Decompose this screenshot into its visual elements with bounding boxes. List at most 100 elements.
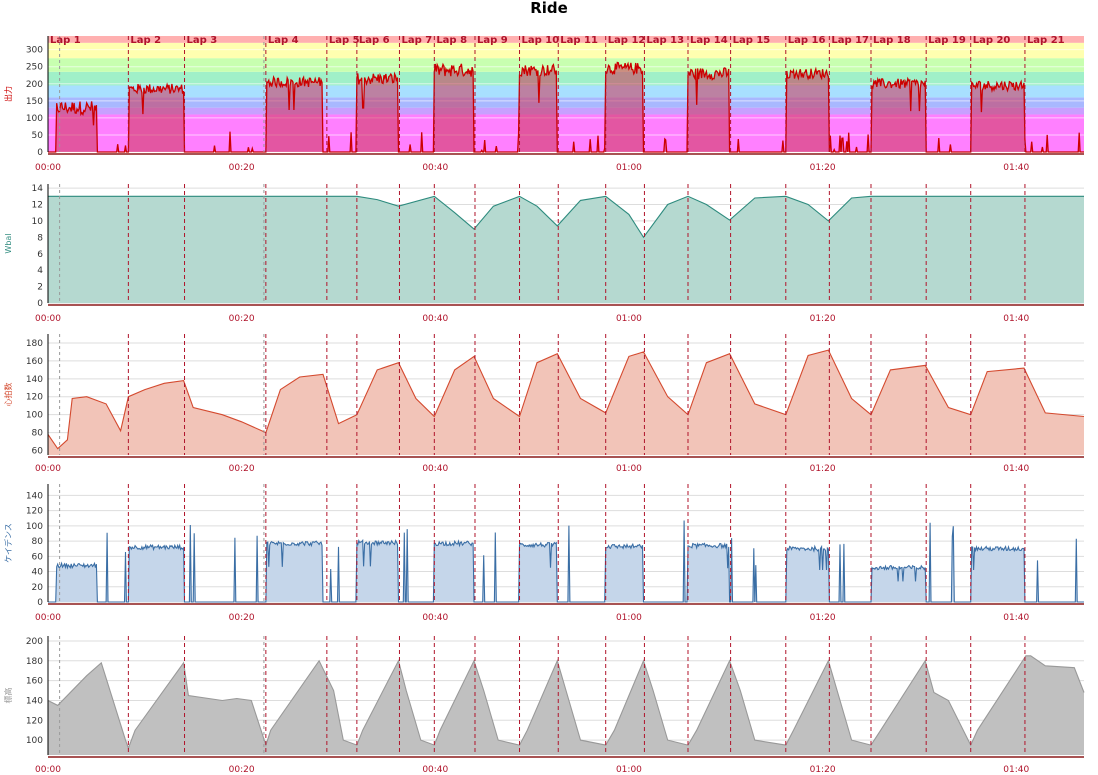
y-axis-label: ケイデンス <box>3 523 13 563</box>
x-tick-label: 00:40 <box>422 613 448 623</box>
chart-title: Ride <box>530 0 568 17</box>
y-tick-label: 180 <box>26 657 43 667</box>
zone-band-6 <box>48 58 1084 72</box>
series-area <box>48 62 1084 152</box>
y-tick-label: 100 <box>26 114 43 124</box>
y-tick-label: 80 <box>32 537 44 547</box>
x-tick-label: 00:00 <box>35 613 61 623</box>
series-line <box>48 61 1084 153</box>
x-tick-label: 01:00 <box>616 765 642 775</box>
y-tick-label: 100 <box>26 411 43 421</box>
y-tick-label: 150 <box>26 97 43 107</box>
x-tick-label: 00:20 <box>229 613 255 623</box>
y-tick-label: 100 <box>26 736 43 746</box>
y-tick-label: 120 <box>26 393 43 403</box>
y-tick-label: 60 <box>32 447 44 457</box>
y-tick-label: 0 <box>37 299 43 309</box>
lap-label: Lap 11 <box>560 35 598 46</box>
lap-label: Lap 7 <box>401 35 432 46</box>
x-tick-label: 01:20 <box>810 163 836 173</box>
x-tick-label: 00:20 <box>229 765 255 775</box>
y-tick-label: 8 <box>37 233 43 243</box>
lap-label: Lap 6 <box>359 35 390 46</box>
lap-label: Lap 13 <box>646 35 684 46</box>
panel-1: 0 50 100 150 200 250 300 出力 00:00 00:20 00:40 01:00… <box>3 35 1084 173</box>
zone-band-7 <box>48 42 1084 59</box>
y-tick-label: 12 <box>32 201 43 211</box>
x-tick-label: 00:40 <box>422 163 448 173</box>
zone-band-4 <box>48 85 1084 98</box>
x-tick-label: 01:40 <box>1003 613 1029 623</box>
lap-label: Lap 1 <box>50 35 81 46</box>
lap-label: Lap 4 <box>268 35 299 46</box>
zone-band-2 <box>48 107 1084 115</box>
x-tick-label: 01:20 <box>810 464 836 474</box>
zone-band-3 <box>48 97 1084 108</box>
x-tick-label: 01:20 <box>810 613 836 623</box>
y-tick-label: 160 <box>26 677 43 687</box>
lap-label: Lap 14 <box>690 35 728 46</box>
panel-3: 60 80 100 120 140 160 180 心拍数 00:00 00:20 00:40 01:… <box>3 334 1085 474</box>
lap-label: Lap 18 <box>873 35 911 46</box>
y-tick-label: 140 <box>26 696 43 706</box>
y-tick-label: 300 <box>26 46 43 56</box>
x-tick-label: 00:00 <box>35 314 61 324</box>
y-axis-label: 標高 <box>3 688 13 704</box>
y-tick-label: 0 <box>37 148 43 158</box>
lap-label: Lap 17 <box>831 35 869 46</box>
y-tick-label: 20 <box>32 583 44 593</box>
x-tick-label: 00:20 <box>229 464 255 474</box>
series-area <box>48 196 1084 303</box>
x-tick-label: 01:00 <box>616 464 642 474</box>
lap-label: Lap 3 <box>187 35 218 46</box>
lap-label: Lap 12 <box>608 35 646 46</box>
series-line <box>48 520 1084 603</box>
x-tick-label: 00:40 <box>422 314 448 324</box>
lap-label: Lap 16 <box>788 35 826 46</box>
x-tick-label: 01:20 <box>810 765 836 775</box>
y-tick-label: 40 <box>32 568 44 578</box>
x-tick-label: 01:40 <box>1003 163 1029 173</box>
y-tick-label: 10 <box>32 217 44 227</box>
series-line <box>47 655 1085 750</box>
series-line <box>47 349 1085 450</box>
y-axis-label: 出力 <box>3 86 13 102</box>
x-tick-label: 01:00 <box>616 314 642 324</box>
y-tick-label: 60 <box>32 552 44 562</box>
lap-label: Lap 8 <box>436 35 467 46</box>
x-tick-label: 00:40 <box>422 464 448 474</box>
x-tick-label: 00:00 <box>35 163 61 173</box>
panel-5: 100 120 140 160 180 200 標高 00:00 00:20 00:40 01:00… <box>3 636 1085 775</box>
panel-2: 0 2 4 6 8 10 12 14 Wbal 00:00 00:20 00:40 01:00 01:20… <box>4 184 1084 324</box>
series-area <box>48 655 1084 755</box>
y-tick-label: 6 <box>37 250 43 260</box>
y-tick-label: 80 <box>32 429 44 439</box>
y-tick-label: 180 <box>26 339 43 349</box>
y-tick-label: 140 <box>26 375 43 385</box>
x-tick-label: 01:00 <box>616 613 642 623</box>
y-tick-label: 200 <box>26 80 43 90</box>
zone-band-8 <box>48 36 1084 43</box>
lap-label: Lap 20 <box>973 35 1011 46</box>
x-tick-label: 00:40 <box>422 765 448 775</box>
y-tick-label: 120 <box>26 716 43 726</box>
x-tick-label: 01:40 <box>1003 464 1029 474</box>
x-tick-label: 01:00 <box>616 163 642 173</box>
lap-label: Lap 15 <box>733 35 771 46</box>
lap-label: Lap 19 <box>928 35 966 46</box>
y-axis-label: 心拍数 <box>3 383 13 407</box>
y-tick-label: 200 <box>26 637 43 647</box>
lap-label: Lap 5 <box>329 35 360 46</box>
series-line <box>48 195 1084 239</box>
y-tick-label: 140 <box>26 491 43 501</box>
series-area <box>48 350 1084 455</box>
x-tick-label: 00:00 <box>35 464 61 474</box>
y-tick-label: 0 <box>37 598 43 608</box>
lap-label: Lap 2 <box>130 35 161 46</box>
x-tick-label: 01:20 <box>810 314 836 324</box>
x-tick-label: 01:40 <box>1003 314 1029 324</box>
y-tick-label: 14 <box>32 184 44 194</box>
y-tick-label: 160 <box>26 357 43 367</box>
y-tick-label: 250 <box>26 63 43 73</box>
